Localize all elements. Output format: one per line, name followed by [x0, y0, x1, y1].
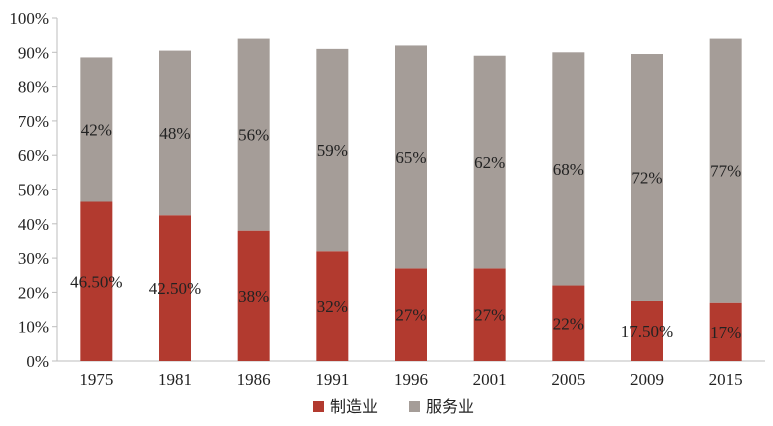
x-tick-label: 1975: [79, 370, 113, 389]
y-tick-label: 80%: [18, 78, 49, 97]
x-tick-label: 2015: [709, 370, 743, 389]
data-label: 72%: [631, 168, 662, 187]
y-tick-label: 90%: [18, 43, 49, 62]
y-axis-tick-marks: [52, 17, 57, 362]
bar-manufacturing-2015: [709, 302, 742, 361]
bar-manufacturing-1986: [237, 230, 270, 361]
bar-manufacturing-2001: [473, 268, 506, 361]
x-axis-tick-labels: 1975 1981 1986 1991 1996 2001 2005 2009 2015: [79, 370, 742, 389]
bar-services-1996: [395, 45, 427, 269]
bar-services-1981: [159, 50, 191, 216]
y-tick-label: 30%: [18, 249, 49, 268]
bar-manufacturing-1996: [395, 268, 427, 361]
data-label: 68%: [553, 160, 584, 179]
data-label: 17%: [710, 323, 741, 342]
bar-manufacturing-2005: [552, 285, 585, 361]
y-tick-label: 40%: [18, 215, 49, 234]
data-label: 42%: [81, 120, 112, 139]
y-tick-label: 70%: [18, 112, 49, 131]
bars: [80, 38, 742, 361]
data-label: 27%: [395, 306, 426, 325]
bar-services-2015: [709, 38, 742, 303]
y-tick-label: 0%: [26, 352, 49, 371]
data-label: 48%: [159, 124, 190, 143]
data-label: 32%: [317, 297, 348, 316]
y-tick-label: 60%: [18, 146, 49, 165]
legend-label: 制造业: [330, 397, 378, 416]
bar-manufacturing-1975: [80, 201, 113, 361]
x-tick-label: 1991: [315, 370, 349, 389]
bar-services-2009: [631, 54, 663, 301]
data-label: 59%: [317, 141, 348, 160]
x-tick-label: 2001: [473, 370, 507, 389]
bar-services-2001: [473, 55, 506, 269]
legend-label: 服务业: [426, 397, 474, 416]
legend-swatch: [409, 401, 420, 412]
data-label: 56%: [238, 126, 269, 145]
bar-services-2005: [552, 52, 585, 286]
x-tick-label: 2009: [630, 370, 664, 389]
data-label: 27%: [474, 306, 505, 325]
data-label: 77%: [710, 162, 741, 181]
bar-manufacturing-1981: [159, 215, 191, 361]
data-label: 62%: [474, 153, 505, 172]
x-tick-label: 1986: [237, 370, 271, 389]
bar-manufacturing-2009: [631, 300, 663, 361]
x-tick-label: 1996: [394, 370, 428, 389]
x-tick-label: 1981: [158, 370, 192, 389]
bar-services-1986: [237, 38, 270, 231]
y-tick-label: 50%: [18, 181, 49, 200]
legend-swatch: [313, 401, 324, 412]
y-axis-tick-labels: 0% 10% 20% 30% 40% 50% 60% 70% 80% 90% 100%: [9, 9, 49, 371]
data-label: 17.50%: [621, 322, 673, 341]
data-label: 38%: [238, 287, 269, 306]
y-tick-label: 20%: [18, 283, 49, 302]
data-labels: 46.50% 42% 42.50% 48% 38% 56% 32% 59% 27% 65% 27% 6…: [70, 120, 741, 341]
data-label: 22%: [553, 314, 584, 333]
bar-services-1975: [80, 57, 113, 202]
bar-services-1991: [316, 48, 349, 252]
data-label: 65%: [395, 148, 426, 167]
data-label: 42.50%: [149, 279, 201, 298]
legend: 制造业 服务业: [313, 397, 474, 416]
bar-manufacturing-1991: [316, 251, 349, 361]
y-tick-label: 10%: [18, 318, 49, 337]
y-tick-label: 100%: [9, 9, 49, 28]
x-tick-label: 2005: [551, 370, 585, 389]
data-label: 46.50%: [70, 272, 122, 291]
